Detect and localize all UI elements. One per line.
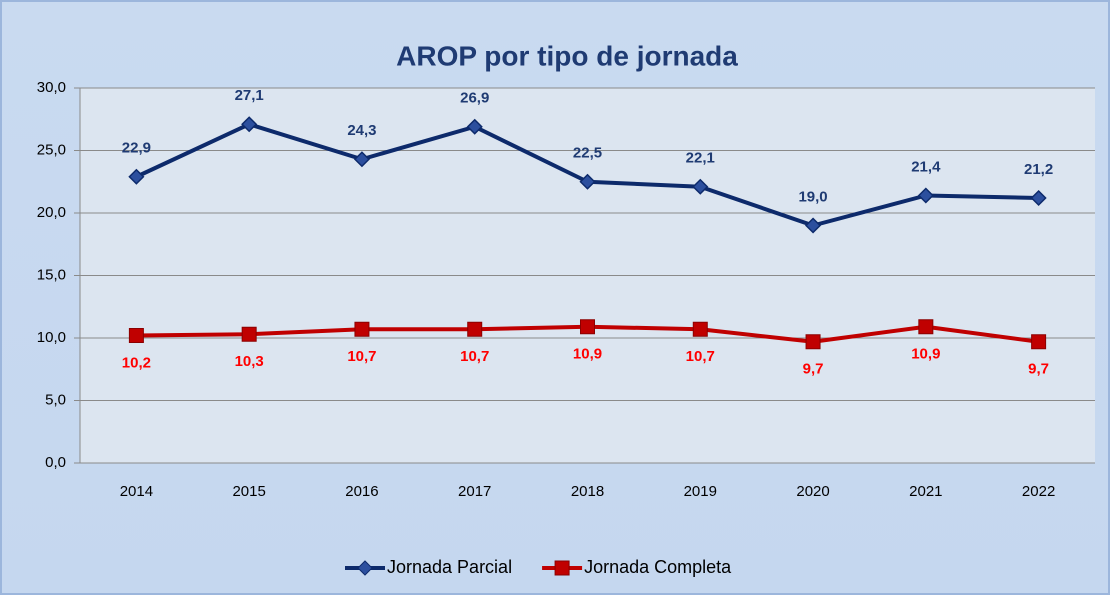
marker: [692, 321, 708, 337]
data-label: 22,5: [573, 145, 602, 162]
marker: [354, 321, 370, 337]
data-label: 10,7: [686, 348, 715, 365]
marker: [580, 319, 595, 335]
marker: [692, 178, 709, 195]
marker: [241, 116, 258, 133]
y-tick-label: 30,0: [37, 79, 66, 96]
x-tick-label: 2019: [684, 483, 717, 500]
legend-item: Jornada Completa: [542, 557, 732, 577]
y-tick-label: 10,0: [37, 329, 66, 346]
data-label: 26,9: [460, 90, 489, 107]
marker: [1030, 189, 1047, 207]
x-tick-label: 2015: [232, 483, 265, 500]
marker: [1031, 334, 1047, 350]
data-label: 10,7: [347, 348, 376, 365]
data-label: 22,9: [122, 140, 151, 157]
legend-marker: [357, 560, 373, 576]
marker: [128, 328, 144, 343]
legend-label: Jornada Completa: [584, 557, 732, 577]
x-tick-label: 2018: [571, 483, 604, 500]
marker: [467, 321, 483, 337]
y-tick-label: 25,0: [37, 141, 66, 158]
legend-item: Jornada Parcial: [345, 557, 512, 577]
x-tick-label: 2020: [796, 483, 829, 500]
legend-marker: [554, 560, 570, 576]
data-label: 10,2: [122, 354, 151, 371]
marker: [918, 319, 934, 335]
x-tick-label: 2017: [458, 483, 491, 500]
y-tick-label: 0,0: [45, 454, 66, 471]
data-label: 10,9: [573, 346, 602, 363]
data-label: 21,4: [911, 158, 941, 175]
data-label: 19,0: [798, 188, 827, 205]
marker: [805, 334, 821, 350]
data-label: 24,3: [347, 122, 376, 139]
data-label: 10,7: [460, 348, 489, 365]
y-tick-label: 20,0: [37, 204, 66, 221]
marker: [128, 168, 145, 185]
x-tick-label: 2016: [345, 483, 378, 500]
marker: [466, 118, 483, 135]
marker: [241, 326, 257, 342]
x-tick-label: 2022: [1022, 483, 1055, 500]
marker: [804, 217, 822, 234]
y-tick-label: 15,0: [37, 266, 66, 283]
data-label: 9,7: [803, 361, 824, 378]
x-tick-label: 2021: [909, 483, 942, 500]
marker: [353, 151, 371, 168]
legend-label: Jornada Parcial: [387, 557, 512, 577]
data-label: 21,2: [1024, 161, 1053, 178]
marker: [917, 187, 934, 204]
data-label: 27,1: [235, 87, 264, 104]
marker: [579, 173, 596, 190]
y-tick-label: 5,0: [45, 391, 66, 408]
data-label: 10,3: [235, 353, 264, 370]
data-label: 9,7: [1028, 361, 1049, 378]
data-label: 22,1: [686, 150, 715, 167]
chart-title: AROP por tipo de jornada: [396, 40, 738, 71]
x-tick-label: 2014: [120, 483, 153, 500]
data-label: 10,9: [911, 346, 940, 363]
